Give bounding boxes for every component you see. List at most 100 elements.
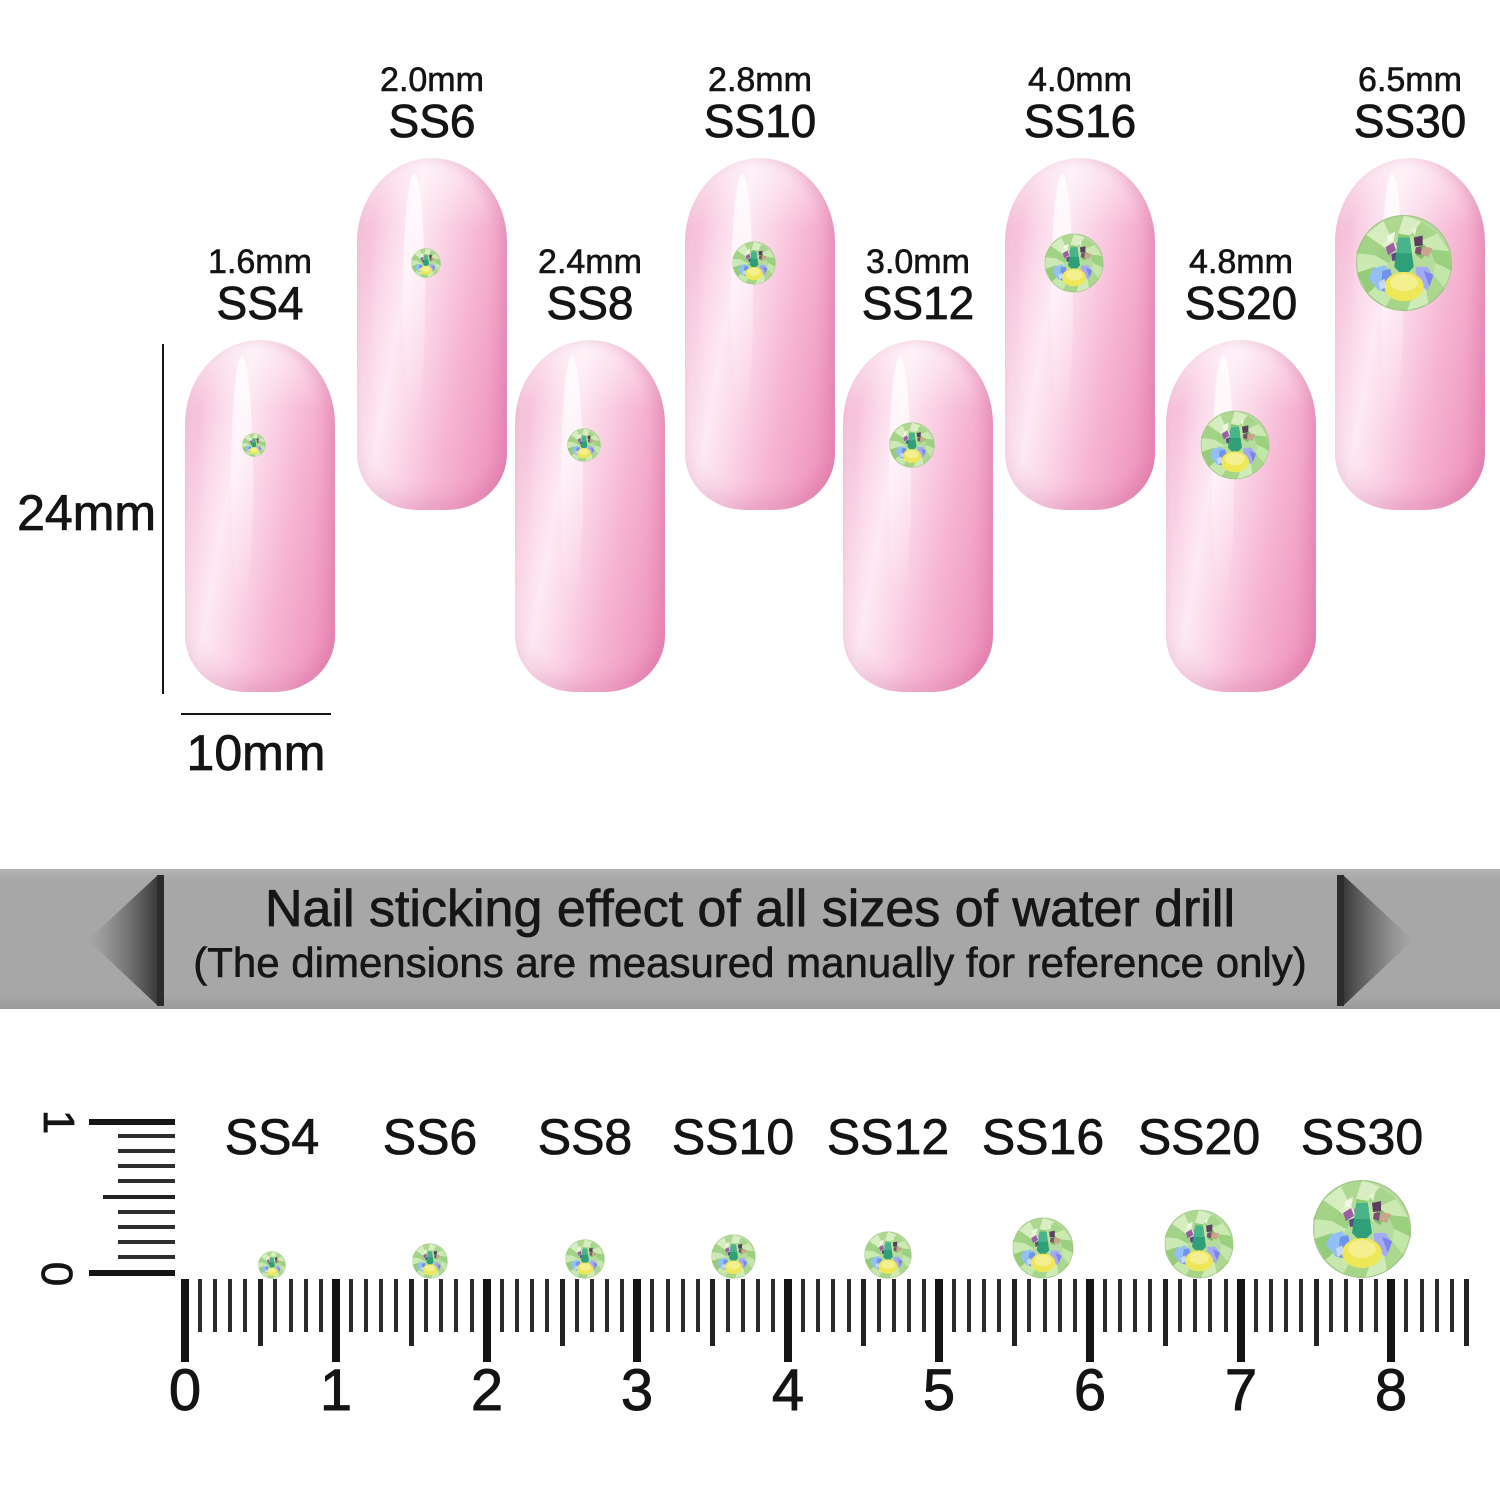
ruler-number: 8 [1374, 1358, 1408, 1423]
ruler-tick [1148, 1279, 1153, 1332]
rhinestone-icon [889, 422, 935, 468]
nail-column-ss6: 2.0mm SS6 [357, 62, 507, 510]
size-name-label: SS4 [216, 277, 304, 329]
rhinestone-icon [864, 1231, 912, 1279]
ruler-tick [118, 1254, 175, 1259]
right-arrow-icon [1337, 875, 1413, 1006]
ruler-tick [876, 1279, 881, 1332]
nail-column-ss30: 6.5mm SS30 [1335, 62, 1485, 510]
ruler-tick [1344, 1279, 1349, 1332]
ruler-tick [331, 1279, 340, 1362]
size-mm-label: 2.4mm [538, 243, 643, 281]
ruler-tick [408, 1279, 414, 1346]
banner-subtitle: (The dimensions are measured manually fo… [193, 939, 1307, 987]
ruler-number: 7 [1224, 1358, 1258, 1423]
ruler-tick [1162, 1279, 1168, 1346]
rhinestone-icon [567, 428, 601, 462]
ruler-tick [1329, 1279, 1334, 1332]
rhinestone-icon [1012, 1217, 1074, 1279]
ruler-tick [1387, 1279, 1396, 1362]
size-name-label: SS30 [1353, 95, 1467, 147]
ruler-tick [228, 1279, 233, 1332]
ruler-tick [590, 1279, 595, 1332]
nail-width-label: 10mm [186, 725, 326, 781]
ruler-number: 2 [470, 1358, 504, 1423]
ruler-tick [499, 1279, 504, 1332]
rhinestone-icon [1044, 233, 1104, 293]
ruler-tick [394, 1279, 399, 1332]
ruler-size-label-ss8: SS8 [537, 1109, 633, 1165]
ruler-tick [861, 1279, 867, 1346]
nail-photo [1005, 158, 1155, 510]
ruler-tick [1449, 1279, 1454, 1332]
ruler-tick [1102, 1279, 1107, 1332]
ruler-tick [303, 1279, 308, 1332]
rhinestone-icon [732, 241, 776, 285]
rhinestone-icon [711, 1234, 756, 1279]
ruler-tick [801, 1279, 806, 1332]
nail-photo [515, 340, 665, 692]
nail-column-ss4: 1.6mm SS4 [185, 244, 335, 692]
ruler-tick [1359, 1279, 1364, 1332]
ruler-size-label-ss12: SS12 [826, 1109, 950, 1165]
ruler-number: 3 [620, 1358, 654, 1423]
ruler-tick [118, 1149, 175, 1154]
nail-photo [685, 158, 835, 510]
ruler-size-label-ss6: SS6 [382, 1109, 478, 1165]
ruler-tick [633, 1279, 642, 1362]
ruler-tick [213, 1279, 218, 1332]
ruler-tick [118, 1164, 175, 1169]
vertical-ruler [89, 1119, 175, 1279]
ruler-tick [318, 1279, 323, 1332]
ruler-tick [1223, 1279, 1228, 1332]
rhinestone-icon [258, 1251, 286, 1279]
ruler-tick [424, 1279, 429, 1332]
rhinestone-icon [412, 1243, 448, 1279]
size-mm-label: 2.0mm [380, 61, 485, 99]
vertical-ruler-label-1: 1 [34, 1109, 84, 1135]
ruler-tick [997, 1279, 1002, 1332]
horizontal-ruler [181, 1279, 1485, 1364]
ruler-tick [1374, 1279, 1379, 1332]
nail-photo [1335, 158, 1485, 510]
ruler-tick [89, 1270, 175, 1276]
ruler-size-label-ss30: SS30 [1300, 1109, 1424, 1165]
ruler-tick [1313, 1279, 1319, 1346]
ruler-tick [379, 1279, 384, 1332]
nail-photo [843, 340, 993, 692]
ruler-tick [891, 1279, 896, 1332]
ruler-tick [257, 1279, 263, 1346]
ruler-tick [982, 1279, 987, 1332]
ruler-tick [680, 1279, 685, 1332]
size-mm-label: 4.8mm [1189, 243, 1294, 281]
ruler-number: 6 [1073, 1358, 1107, 1423]
ruler-tick [1268, 1279, 1273, 1332]
width-dimension-line [181, 713, 331, 715]
ruler-tick [181, 1279, 189, 1362]
ruler-tick [771, 1279, 776, 1332]
ruler-tick [1193, 1279, 1198, 1332]
ruler-tick [1236, 1279, 1245, 1362]
ruler-tick [710, 1279, 716, 1346]
ruler-tick [103, 1194, 175, 1199]
ruler-tick [620, 1279, 625, 1332]
ruler-tick [756, 1279, 761, 1332]
ruler-tick [514, 1279, 519, 1332]
size-name-label: SS6 [388, 95, 476, 147]
nail-column-ss12: 3.0mm SS12 [843, 244, 993, 692]
rhinestone-icon [1312, 1179, 1412, 1279]
left-arrow-icon [88, 875, 164, 1006]
ruler-tick [1283, 1279, 1288, 1332]
ruler-tick [1178, 1279, 1183, 1332]
ruler-tick [575, 1279, 580, 1332]
ruler-tick [952, 1279, 957, 1332]
ruler-number: 5 [922, 1358, 956, 1423]
rhinestone-icon [1200, 410, 1270, 480]
ruler-tick [846, 1279, 851, 1332]
banner-title: Nail sticking effect of all sizes of wat… [264, 880, 1236, 938]
size-name-label: SS10 [703, 95, 817, 147]
ruler-tick [118, 1224, 175, 1229]
ruler-size-label-ss16: SS16 [981, 1109, 1105, 1165]
ruler-number: 4 [771, 1358, 805, 1423]
banner: Nail sticking effect of all sizes of wat… [0, 869, 1500, 1009]
